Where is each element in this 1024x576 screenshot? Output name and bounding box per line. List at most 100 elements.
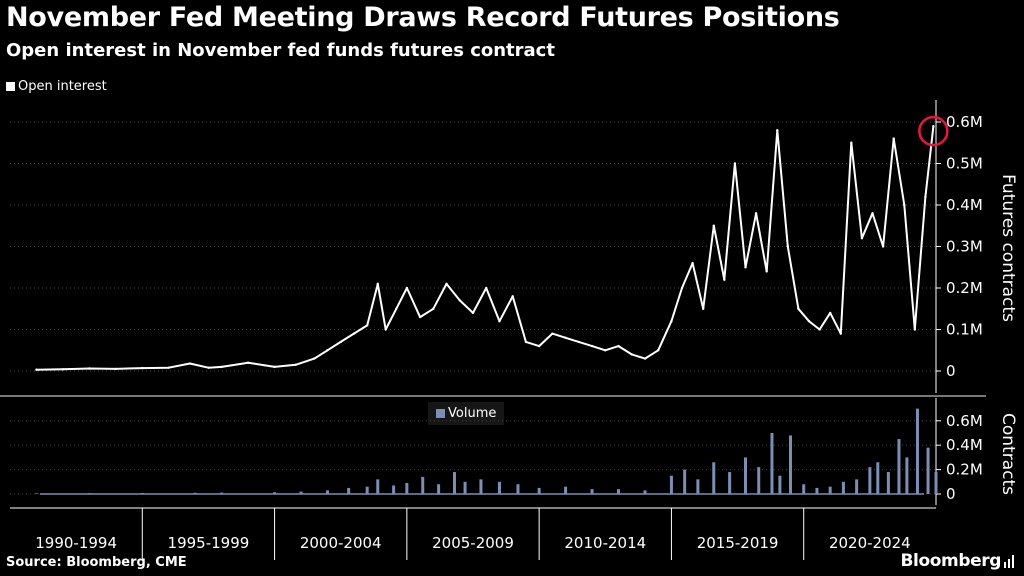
volume-bar — [728, 472, 732, 494]
volume-bar — [452, 472, 456, 494]
volume-bar — [876, 462, 880, 494]
x-band-label-1: 1995-1999 — [168, 534, 250, 552]
open-interest-point — [807, 320, 811, 323]
volume-bar — [590, 489, 594, 494]
open-interest-point — [141, 366, 144, 370]
open-interest-point — [511, 295, 514, 298]
ytick-label-top-2: 0.2M — [946, 279, 983, 297]
open-interest-point — [881, 245, 885, 248]
volume-bar — [669, 475, 673, 494]
open-interest-point — [524, 340, 528, 344]
ytick-label-bottom-3: 0.6M — [946, 412, 983, 430]
x-band-label-3: 2005-2009 — [432, 534, 514, 552]
open-interest-point — [395, 307, 398, 310]
open-interest-point — [776, 129, 779, 132]
ytick-label-top-5: 0.5M — [946, 155, 983, 173]
open-interest-point — [903, 203, 906, 207]
open-interest-point — [61, 368, 65, 371]
volume-bar — [868, 467, 872, 494]
open-interest-point — [485, 286, 488, 290]
record-high-circle — [918, 115, 949, 147]
volume-bar — [926, 447, 930, 494]
open-interest-point — [294, 363, 297, 366]
volume-bar — [421, 476, 425, 494]
volume-bar — [744, 457, 748, 494]
open-interest-point — [220, 365, 223, 369]
open-interest-point — [892, 137, 895, 140]
open-interest-point — [754, 212, 758, 215]
volume-bar — [841, 481, 845, 494]
volume-bar — [828, 486, 832, 494]
volume-bar — [365, 486, 369, 494]
open-interest-point — [786, 245, 790, 248]
open-interest-point — [339, 340, 342, 344]
open-interest-point — [680, 286, 684, 290]
legend-open-interest: Open interest — [6, 79, 107, 94]
volume-bar — [405, 483, 409, 494]
ytick-label-top-0: 0 — [946, 362, 956, 380]
y-axis-title-top: Futures contracts — [998, 174, 1018, 322]
open-interest-point — [313, 357, 316, 360]
volume-bar — [897, 439, 901, 494]
legend-label-open-interest: Open interest — [18, 79, 107, 94]
ytick-label-top-1: 0.1M — [946, 321, 983, 339]
volume-bar — [934, 472, 938, 494]
open-interest-point — [114, 367, 118, 371]
open-interest-point — [839, 332, 842, 335]
volume-bar — [802, 484, 806, 494]
legend-swatch-volume — [436, 409, 445, 418]
legend-volume: Volume — [428, 402, 505, 425]
volume-bar — [437, 484, 441, 494]
open-interest-point — [860, 237, 864, 240]
open-interest-point — [577, 340, 581, 344]
open-interest-point — [188, 362, 192, 365]
volume-bar — [696, 479, 700, 494]
open-interest-point — [691, 261, 694, 265]
volume-bar — [643, 490, 647, 494]
open-interest-point — [405, 286, 409, 290]
open-interest-point — [712, 224, 715, 227]
open-interest-point — [913, 328, 917, 331]
volume-bar — [497, 481, 501, 494]
volume-bar — [757, 467, 761, 494]
brand-name: Bloomberg — [900, 551, 1001, 571]
open-interest-point — [564, 336, 567, 339]
volume-bar — [376, 479, 380, 494]
open-interest-point — [701, 307, 705, 310]
volume-bar — [815, 487, 819, 494]
source-note: Source: Bloomberg, CME — [6, 555, 187, 570]
open-interest-point — [850, 141, 853, 144]
open-interest-point — [35, 368, 38, 371]
open-interest-point — [418, 315, 422, 319]
ytick-label-bottom-0: 0 — [946, 485, 956, 503]
chart-subtitle: Open interest in November fed funds futu… — [6, 40, 555, 61]
open-interest-point — [551, 332, 554, 335]
legend-label-volume: Volume — [448, 406, 497, 421]
x-band-label-5: 2015-2019 — [697, 534, 779, 552]
ytick-label-bottom-1: 0.2M — [946, 461, 983, 479]
open-interest-point — [818, 328, 821, 331]
volume-bar — [712, 462, 716, 494]
x-band-label-6: 2020-2024 — [829, 534, 911, 552]
volume-bar — [34, 493, 38, 494]
x-band-label-2: 2000-2004 — [300, 534, 382, 552]
open-interest-point — [445, 282, 448, 286]
bar-chart-icon — [1004, 554, 1016, 568]
open-interest-point — [617, 344, 620, 348]
open-interest-point — [88, 367, 91, 370]
open-interest-point — [326, 349, 329, 352]
bloomberg-logo: Bloomberg — [900, 551, 1016, 571]
open-interest-point — [458, 299, 461, 302]
open-interest-point — [723, 278, 726, 281]
y-axis-title-bottom: Contracts — [998, 413, 1018, 495]
open-interest-point — [765, 270, 768, 273]
legend-swatch-open-interest — [6, 82, 15, 91]
open-interest-point — [365, 324, 369, 327]
open-interest-point — [537, 344, 541, 348]
volume-bar — [778, 475, 782, 494]
open-interest-point — [432, 307, 435, 310]
volume-bar — [905, 457, 909, 494]
ytick-label-bottom-2: 0.4M — [946, 436, 983, 454]
open-interest-point — [352, 332, 356, 335]
